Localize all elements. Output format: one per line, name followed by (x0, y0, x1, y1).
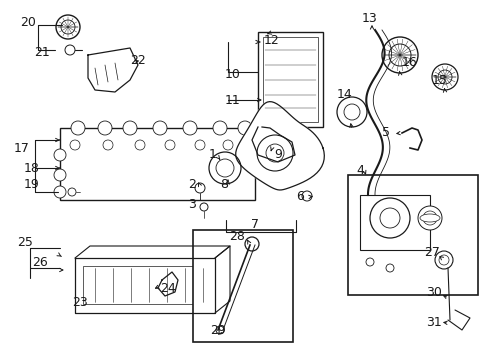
Circle shape (417, 206, 441, 230)
Text: 22: 22 (130, 54, 145, 68)
Circle shape (379, 208, 399, 228)
Text: 14: 14 (336, 89, 352, 102)
Circle shape (208, 152, 241, 184)
Circle shape (302, 191, 311, 201)
Text: 24: 24 (160, 282, 176, 294)
Text: 20: 20 (20, 15, 36, 28)
Circle shape (257, 135, 292, 171)
Bar (60, 128, 254, 200)
Text: 1: 1 (209, 148, 217, 162)
Circle shape (135, 140, 145, 150)
Text: 15: 15 (431, 73, 447, 86)
Circle shape (68, 188, 76, 196)
Circle shape (438, 255, 448, 265)
Circle shape (164, 140, 175, 150)
Circle shape (431, 64, 457, 90)
Circle shape (54, 169, 66, 181)
Text: 23: 23 (72, 297, 88, 310)
Circle shape (265, 144, 284, 162)
Bar (83, 266, 206, 304)
Circle shape (216, 326, 224, 334)
Circle shape (213, 121, 226, 135)
Circle shape (216, 159, 234, 177)
Circle shape (200, 203, 207, 211)
Text: 17: 17 (14, 141, 30, 154)
Text: 11: 11 (224, 94, 241, 107)
Circle shape (244, 237, 259, 251)
Ellipse shape (419, 214, 439, 222)
Text: 7: 7 (250, 219, 259, 231)
Circle shape (365, 258, 373, 266)
Circle shape (336, 97, 366, 127)
Text: 10: 10 (224, 68, 241, 81)
Polygon shape (235, 102, 324, 190)
Circle shape (223, 140, 232, 150)
Circle shape (422, 211, 436, 225)
Polygon shape (88, 48, 138, 92)
Circle shape (385, 264, 393, 272)
Text: 18: 18 (24, 162, 40, 175)
Circle shape (195, 183, 204, 193)
Bar (359, 195, 429, 250)
Circle shape (54, 186, 66, 198)
Circle shape (71, 121, 85, 135)
Text: 6: 6 (295, 189, 304, 202)
Polygon shape (75, 258, 215, 313)
Polygon shape (251, 127, 294, 162)
Circle shape (343, 104, 359, 120)
Circle shape (183, 121, 197, 135)
Circle shape (437, 70, 451, 84)
Text: 9: 9 (273, 148, 282, 162)
Text: 25: 25 (17, 237, 33, 249)
Circle shape (70, 140, 80, 150)
Circle shape (56, 15, 80, 39)
Bar (193, 230, 292, 342)
Circle shape (123, 121, 137, 135)
Circle shape (388, 44, 410, 66)
Text: 5: 5 (381, 126, 389, 139)
Circle shape (153, 121, 167, 135)
Text: 13: 13 (362, 12, 377, 24)
Circle shape (65, 45, 75, 55)
Text: 21: 21 (34, 45, 50, 58)
Text: 31: 31 (425, 316, 441, 329)
Text: 16: 16 (401, 55, 417, 68)
Text: 12: 12 (264, 33, 279, 46)
Text: 3: 3 (188, 198, 196, 211)
Bar (263, 37, 317, 122)
Bar (258, 32, 323, 127)
Text: 28: 28 (228, 230, 244, 243)
Circle shape (434, 251, 452, 269)
Text: 30: 30 (425, 285, 441, 298)
Text: 27: 27 (423, 247, 439, 260)
Text: 8: 8 (220, 179, 227, 192)
Text: 26: 26 (32, 256, 48, 270)
Bar (347, 175, 477, 295)
Text: 29: 29 (210, 324, 225, 337)
Circle shape (381, 37, 417, 73)
Circle shape (238, 121, 251, 135)
Circle shape (369, 198, 409, 238)
Circle shape (195, 140, 204, 150)
Text: 2: 2 (188, 179, 196, 192)
Circle shape (61, 20, 75, 34)
Text: 19: 19 (24, 179, 40, 192)
Circle shape (98, 121, 112, 135)
Circle shape (103, 140, 113, 150)
Text: 4: 4 (355, 163, 363, 176)
Circle shape (54, 149, 66, 161)
